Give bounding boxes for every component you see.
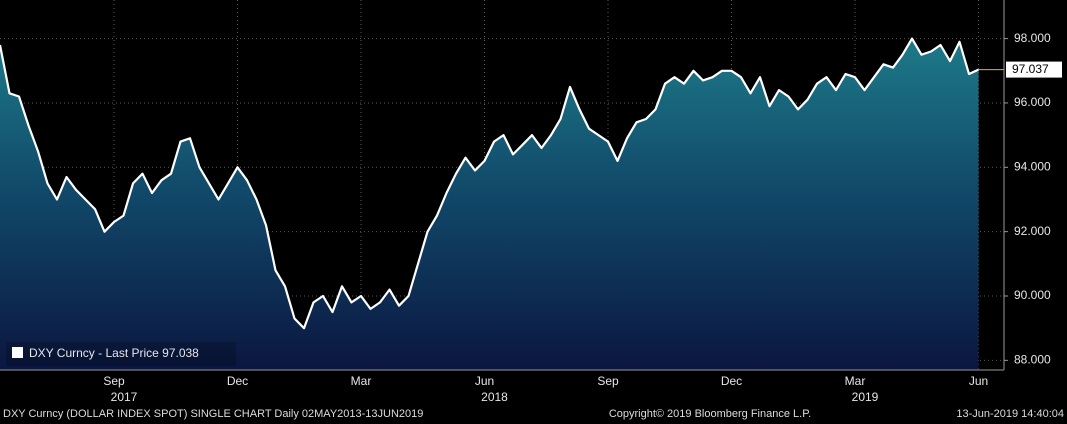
x-year-label: 2019 xyxy=(852,390,879,404)
x-tick-label: Dec xyxy=(721,374,742,388)
legend-box xyxy=(6,342,236,366)
price-line xyxy=(0,37,979,330)
legend-swatch xyxy=(12,347,23,358)
y-tick-label: 98.000 xyxy=(1014,31,1051,45)
legend: DXY Curncy - Last Price 97.038 xyxy=(6,342,236,366)
y-tick-label: 92.000 xyxy=(1014,224,1051,238)
last-price-label: 97.037 xyxy=(1012,62,1049,76)
area-fill xyxy=(0,38,979,370)
x-year-label: 2018 xyxy=(481,390,508,404)
x-tick-label: Sep xyxy=(103,374,125,388)
x-tick-label: Dec xyxy=(227,374,248,388)
x-tick-label: Mar xyxy=(845,374,866,388)
x-tick-label: Jun xyxy=(969,374,988,388)
y-tick-label: 94.000 xyxy=(1014,159,1051,173)
y-tick-label: 88.000 xyxy=(1014,353,1051,367)
footer-left: DXY Curncy (DOLLAR INDEX SPOT) SINGLE CH… xyxy=(3,408,423,420)
y-tick-label: 90.000 xyxy=(1014,288,1051,302)
legend-label: DXY Curncy - Last Price 97.038 xyxy=(29,346,199,360)
y-tick-label: 96.000 xyxy=(1014,95,1051,109)
footer-center: Copyright© 2019 Bloomberg Finance L.P. xyxy=(609,408,811,420)
footer-right: 13-Jun-2019 14:40:04 xyxy=(956,408,1064,420)
x-tick-label: Jun xyxy=(475,374,494,388)
x-tick-label: Mar xyxy=(351,374,372,388)
x-year-label: 2017 xyxy=(111,390,138,404)
x-tick-label: Sep xyxy=(597,374,619,388)
last-price-tag xyxy=(1006,61,1062,78)
